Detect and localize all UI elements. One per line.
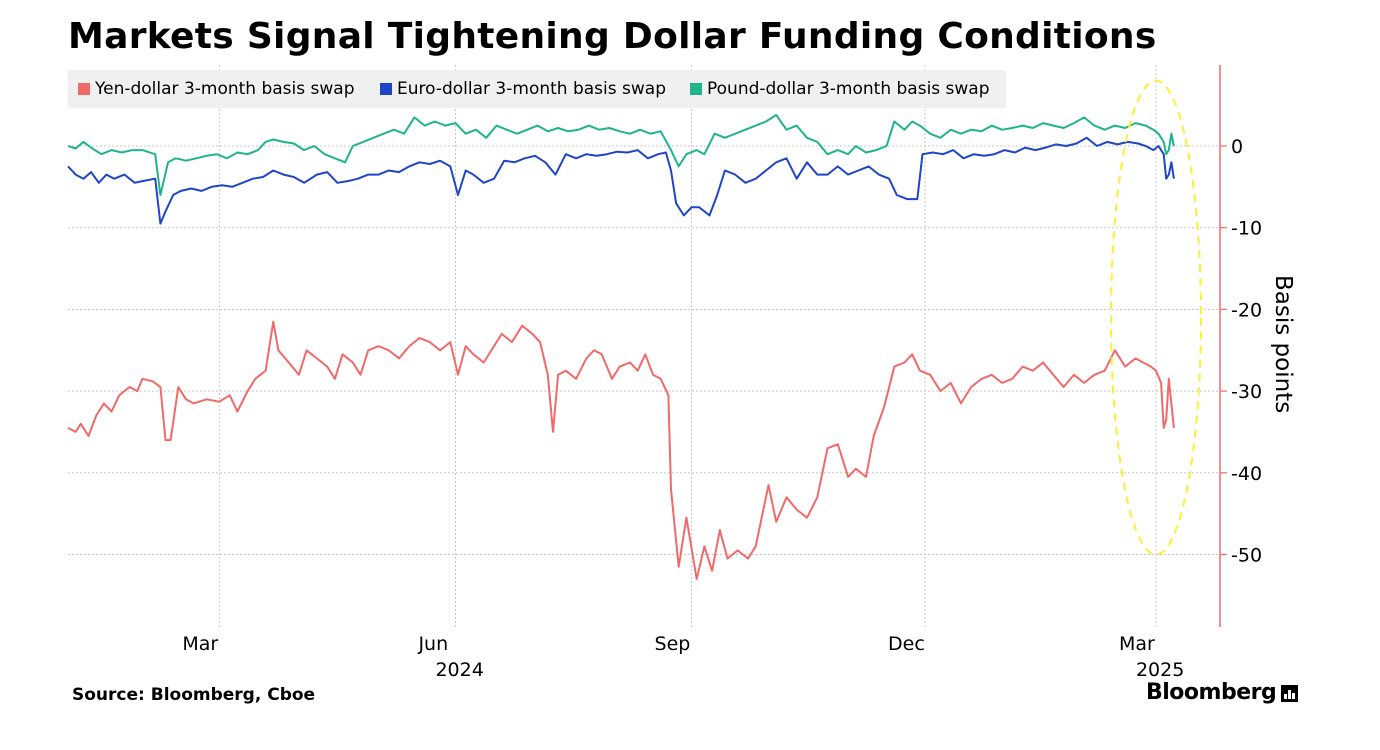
- legend-item-yen: Yen-dollar 3-month basis swap: [78, 70, 355, 108]
- chart-legend: Yen-dollar 3-month basis swap Euro-dolla…: [68, 70, 1006, 108]
- x-tick-label: Mar: [182, 633, 218, 655]
- y-tick-label: -30: [1231, 381, 1262, 403]
- legend-label-euro: Euro-dollar 3-month basis swap: [397, 79, 666, 99]
- y-tick-label: -50: [1231, 545, 1262, 567]
- y-tick-label: -40: [1231, 463, 1262, 485]
- legend-item-euro: Euro-dollar 3-month basis swap: [380, 70, 666, 108]
- x-year-label: 2025: [1136, 659, 1184, 681]
- y-tick-label: -10: [1231, 218, 1262, 240]
- chart-title: Markets Signal Tightening Dollar Funding…: [68, 16, 1157, 57]
- series-line-pound: [67, 114, 1175, 196]
- x-tick-label: Dec: [888, 633, 925, 655]
- bloomberg-logo: Bloomberg: [1146, 680, 1277, 705]
- x-tick-label: Jun: [417, 633, 448, 655]
- legend-label-yen: Yen-dollar 3-month basis swap: [95, 79, 355, 99]
- legend-swatch-yen: [78, 83, 90, 95]
- legend-item-pound: Pound-dollar 3-month basis swap: [690, 70, 990, 108]
- legend-label-pound: Pound-dollar 3-month basis swap: [707, 79, 990, 99]
- y-tick-label: 0: [1231, 136, 1243, 158]
- legend-swatch-pound: [690, 83, 702, 95]
- legend-swatch-euro: [380, 83, 392, 95]
- highlight-ellipse: [1109, 79, 1202, 556]
- x-year-label: 2024: [435, 659, 483, 681]
- x-tick-label: Sep: [655, 633, 691, 655]
- y-tick-label: -20: [1231, 299, 1262, 321]
- bloomberg-chart-icon: [1281, 685, 1298, 702]
- source-note: Source: Bloomberg, Cboe: [72, 685, 316, 705]
- x-tick-label: Mar: [1119, 633, 1155, 655]
- y-axis-label: Basis points: [1270, 275, 1296, 413]
- series-line-euro: [67, 136, 1175, 225]
- series-line-yen: [67, 320, 1175, 580]
